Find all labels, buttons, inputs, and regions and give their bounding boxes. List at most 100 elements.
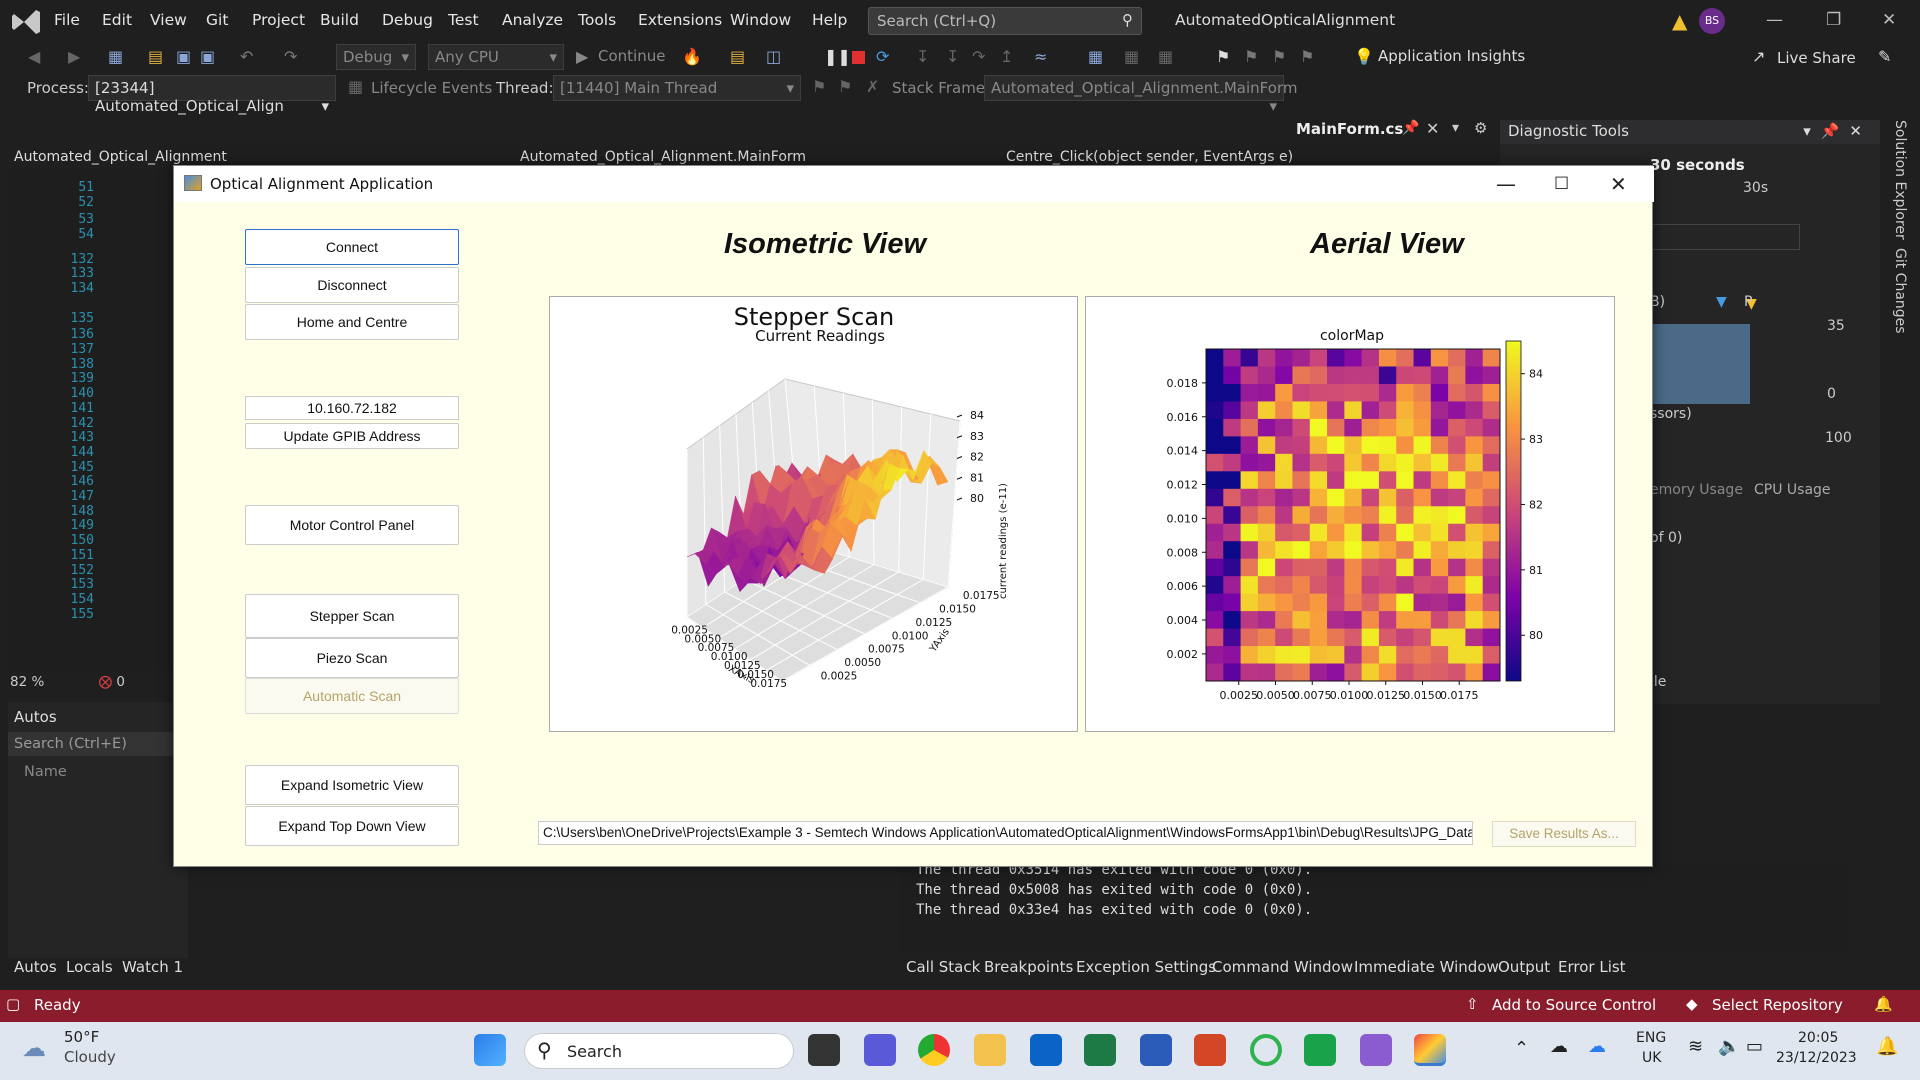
tab-immediate-window[interactable]: Immediate Window — [1354, 958, 1499, 976]
forward-icon[interactable]: ▶ — [68, 47, 81, 66]
stop-icon[interactable] — [852, 51, 865, 64]
flag-thread-icon[interactable]: ⚑ — [812, 77, 827, 96]
motor-control-panel-button[interactable]: Motor Control Panel — [245, 505, 459, 545]
tray-chevron-icon[interactable]: ⌃ — [1514, 1038, 1530, 1059]
volume-icon[interactable]: 🔈 — [1718, 1036, 1741, 1057]
language-code[interactable]: ENG — [1636, 1030, 1667, 1046]
document-tab-mainform[interactable]: MainForm.cs — [1296, 120, 1404, 138]
live-share-icon[interactable]: ↗ — [1752, 47, 1766, 66]
clear-bookmarks-icon[interactable]: ⚑ — [1300, 47, 1315, 66]
lifecycle-icon[interactable]: ▦ — [348, 77, 364, 96]
browser-icon[interactable]: ◫ — [766, 47, 782, 66]
tab-output[interactable]: Output — [1498, 958, 1551, 976]
menu-tools[interactable]: Tools — [578, 11, 617, 29]
gpib-address-input[interactable]: 10.160.72.182 — [245, 396, 459, 420]
add-to-source-control-button[interactable]: Add to Source Control — [1492, 996, 1657, 1014]
app-minimize-icon[interactable]: — — [1496, 172, 1516, 196]
comment-icon[interactable]: ▦ — [1124, 47, 1140, 66]
green-app-icon[interactable] — [1304, 1034, 1336, 1066]
tray-network-icon[interactable]: ☁ — [1550, 1036, 1568, 1057]
hot-reload-icon[interactable]: 🔥 — [682, 47, 702, 66]
stack-frame-dropdown[interactable]: Automated_Optical_Alignment.MainForm ▾ — [984, 75, 1297, 115]
continue-play-icon[interactable]: ▶ — [576, 47, 589, 66]
tab-autos[interactable]: Autos — [14, 958, 57, 976]
vs-search-box[interactable]: Search (Ctrl+Q) ⚲ — [868, 7, 1142, 35]
tab-dropdown-icon[interactable]: ▾ — [1452, 120, 1460, 136]
git-changes-tab[interactable]: Git Changes — [1892, 248, 1908, 334]
restart-icon[interactable]: ⟳ — [876, 47, 890, 66]
application-insights-button[interactable]: Application Insights — [1378, 47, 1526, 65]
battery-icon[interactable]: ▭ — [1746, 1036, 1764, 1057]
redo-icon[interactable]: ↷ — [284, 47, 298, 66]
pause-icon[interactable]: ❚❚ — [824, 47, 851, 66]
sync-app-icon[interactable] — [1250, 1034, 1282, 1066]
platform-dropdown[interactable]: Any CPU ▾ — [428, 44, 564, 70]
tab-locals[interactable]: Locals — [66, 958, 113, 976]
results-path-input[interactable]: C:\Users\ben\OneDrive\Projects\Example 3… — [538, 821, 1473, 845]
outlook-icon[interactable] — [1030, 1034, 1062, 1066]
diag-cpu-tab[interactable]: CPU Usage — [1754, 482, 1831, 498]
tab-call-stack[interactable]: Call Stack — [906, 958, 981, 976]
thread-dropdown[interactable]: [11440] Main Thread ▾ — [553, 75, 801, 101]
tab-command-window[interactable]: Command Window — [1212, 958, 1354, 976]
menu-test[interactable]: Test — [448, 11, 479, 29]
nav-member-dropdown[interactable]: Centre_Click(object sender, EventArgs e) — [1006, 149, 1294, 165]
configuration-dropdown[interactable]: Debug ▾ — [336, 44, 416, 70]
notification-bell-icon[interactable]: 🔔 — [1876, 1036, 1899, 1057]
task-view-icon[interactable] — [808, 1034, 840, 1066]
select-repository-button[interactable]: Select Repository — [1712, 996, 1843, 1014]
step-out-icon[interactable]: ↥ — [1000, 47, 1014, 66]
word-icon[interactable] — [1140, 1034, 1172, 1066]
prev-bookmark-icon[interactable]: ⚑ — [1244, 47, 1259, 66]
optical-app-taskbar-icon[interactable] — [1414, 1034, 1446, 1066]
tab-breakpoints[interactable]: Breakpoints — [984, 958, 1074, 976]
app-close-icon[interactable]: ✕ — [1610, 172, 1627, 196]
open-file-icon[interactable]: ▤ — [730, 47, 746, 66]
menu-file[interactable]: File — [54, 11, 80, 29]
live-share-button[interactable]: Live Share — [1777, 49, 1856, 67]
disconnect-button[interactable]: Disconnect — [245, 267, 459, 303]
close-icon[interactable]: ✕ — [1882, 10, 1897, 30]
bookmark-icon[interactable]: ⚑ — [1216, 47, 1231, 66]
nav-class-dropdown[interactable]: Automated_Optical_Alignment.MainForm — [520, 149, 807, 165]
step-into-icon[interactable]: ↧ — [916, 47, 930, 66]
visual-studio-taskbar-icon[interactable] — [1360, 1034, 1392, 1066]
chrome-icon[interactable] — [918, 1034, 950, 1066]
lifecycle-events-dropdown[interactable]: Lifecycle Events — [371, 79, 493, 97]
breakpoint-window-icon[interactable]: ▦ — [1088, 47, 1104, 66]
uncomment-icon[interactable]: ▦ — [1158, 47, 1174, 66]
save-results-button[interactable]: Save Results As... — [1492, 821, 1636, 847]
piezo-scan-button[interactable]: Piezo Scan — [245, 638, 459, 678]
avatar[interactable]: BS — [1699, 8, 1725, 34]
warning-icon[interactable]: ▲ — [1672, 9, 1688, 33]
menu-build[interactable]: Build — [320, 11, 359, 29]
tray-onedrive-icon[interactable]: ☁ — [1588, 1036, 1606, 1057]
weather-temp[interactable]: 50°F — [64, 1028, 100, 1046]
menu-debug[interactable]: Debug — [382, 11, 433, 29]
home-and-centre-button[interactable]: Home and Centre — [245, 304, 459, 340]
app-maximize-icon[interactable]: ☐ — [1554, 174, 1570, 194]
update-gpib-button[interactable]: Update GPIB Address — [245, 423, 459, 449]
powerpoint-icon[interactable] — [1194, 1034, 1226, 1066]
wifi-icon[interactable]: ≋ — [1688, 1036, 1704, 1057]
autos-search-input[interactable]: Search (Ctrl+E) — [8, 732, 188, 756]
split-stacks-icon[interactable]: ✗ — [866, 77, 880, 96]
expand-top-down-button[interactable]: Expand Top Down View — [245, 806, 459, 846]
solution-explorer-tab[interactable]: Solution Explorer — [1892, 120, 1908, 240]
zoom-level[interactable]: 82 % — [10, 674, 45, 690]
feedback-icon[interactable]: ✎ — [1878, 47, 1892, 66]
automatic-scan-button[interactable]: Automatic Scan — [245, 678, 459, 714]
tab-exception-settings[interactable]: Exception Settings — [1076, 958, 1217, 976]
connect-button[interactable]: Connect — [245, 229, 459, 265]
step-over-icon[interactable]: ↧ — [946, 47, 960, 66]
menu-view[interactable]: View — [150, 11, 187, 29]
continue-button[interactable]: Continue — [598, 47, 666, 65]
back-icon[interactable]: ◀ — [28, 47, 41, 66]
save-icon[interactable]: ▣ — [176, 47, 192, 66]
new-project-icon[interactable]: ▦ — [108, 47, 124, 66]
undo-icon[interactable]: ↶ — [240, 47, 254, 66]
restore-icon[interactable]: ❐ — [1826, 10, 1842, 30]
next-bookmark-icon[interactable]: ⚑ — [1272, 47, 1287, 66]
tab-error-list[interactable]: Error List — [1558, 958, 1626, 976]
file-explorer-icon[interactable] — [974, 1034, 1006, 1066]
